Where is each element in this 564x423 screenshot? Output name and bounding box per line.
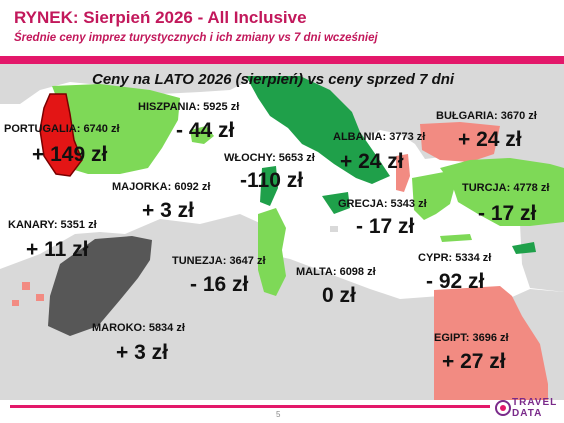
italy-shape	[246, 76, 390, 184]
label-maroko: MAROKO: 5834 zł	[92, 322, 185, 334]
label-bulgaria: BUŁGARIA: 3670 zł	[436, 110, 537, 122]
map-graphic	[0, 64, 564, 400]
canary-shape	[12, 282, 44, 306]
price-map: Ceny na LATO 2026 (sierpień) vs ceny spr…	[0, 64, 564, 400]
label-cypr: CYPR: 5334 zł	[418, 252, 492, 264]
change-wlochy: -110 zł	[240, 169, 304, 192]
change-portugalia: + 149 zł	[32, 143, 108, 166]
travel-data-logo: TRAVEL DATA	[494, 396, 558, 420]
cyprus-shape	[512, 242, 536, 254]
label-wlochy: WŁOCHY: 5653 zł	[224, 152, 315, 164]
spain-shape	[52, 84, 180, 174]
change-malta: 0 zł	[322, 284, 356, 307]
portugal-shape	[39, 93, 83, 177]
turkey-shape	[440, 158, 564, 226]
change-maroko: + 3 zł	[116, 341, 168, 364]
middle-east-land	[520, 214, 564, 292]
logo-line-travel: TRAVEL	[512, 397, 558, 408]
change-majorka: + 3 zł	[142, 199, 194, 222]
logo-line-data: DATA	[512, 408, 543, 419]
crete-shape	[440, 234, 472, 242]
label-hiszpania: HISZPANIA: 5925 zł	[138, 101, 240, 113]
malta-shape	[330, 226, 338, 232]
bulgaria-shape	[420, 122, 500, 162]
label-albania: ALBANIA: 3773 zł	[333, 131, 426, 143]
label-tunezja: TUNEZJA: 3647 zł	[172, 255, 266, 267]
label-kanary: KANARY: 5351 zł	[8, 219, 97, 231]
europe-land	[0, 64, 564, 184]
change-cypr: - 92 zł	[426, 270, 485, 293]
albania-shape	[396, 154, 410, 192]
page-number: 5	[276, 410, 281, 419]
sicily-shape	[322, 192, 350, 214]
slide-title: RYNEK: Sierpień 2026 - All Inclusive	[14, 8, 307, 27]
header-divider	[0, 56, 564, 64]
label-portugalia: PORTUGALIA: 6740 zł	[4, 123, 120, 135]
sardinia-shape	[260, 166, 278, 206]
map-heading: Ceny na LATO 2026 (sierpień) vs ceny spr…	[92, 71, 455, 88]
label-egipt: EGIPT: 3696 zł	[434, 332, 509, 344]
change-kanary: + 11 zł	[26, 238, 89, 261]
change-hiszpania: - 44 zł	[176, 119, 235, 142]
morocco-shape	[48, 236, 152, 336]
change-bulgaria: + 24 zł	[458, 128, 522, 151]
label-turcja: TURCJA: 4778 zł	[462, 182, 550, 194]
change-albania: + 24 zł	[340, 150, 404, 173]
majorca-shape	[190, 126, 214, 144]
footer-divider	[10, 405, 490, 408]
change-turcja: - 17 zł	[478, 202, 537, 225]
change-egipt: + 27 zł	[442, 350, 506, 373]
slide-subtitle: Średnie ceny imprez turystycznych i ich …	[14, 32, 378, 44]
change-tunezja: - 16 zł	[190, 273, 249, 296]
egypt-shape	[434, 286, 548, 400]
logo-globe-icon	[495, 400, 511, 416]
label-malta: MALTA: 6098 zł	[296, 266, 376, 278]
change-grecja: - 17 zł	[356, 215, 415, 238]
greece-shape	[412, 172, 456, 220]
label-grecja: GRECJA: 5343 zł	[338, 198, 427, 210]
tunisia-shape	[258, 208, 286, 296]
label-majorka: MAJORKA: 6092 zł	[112, 181, 211, 193]
